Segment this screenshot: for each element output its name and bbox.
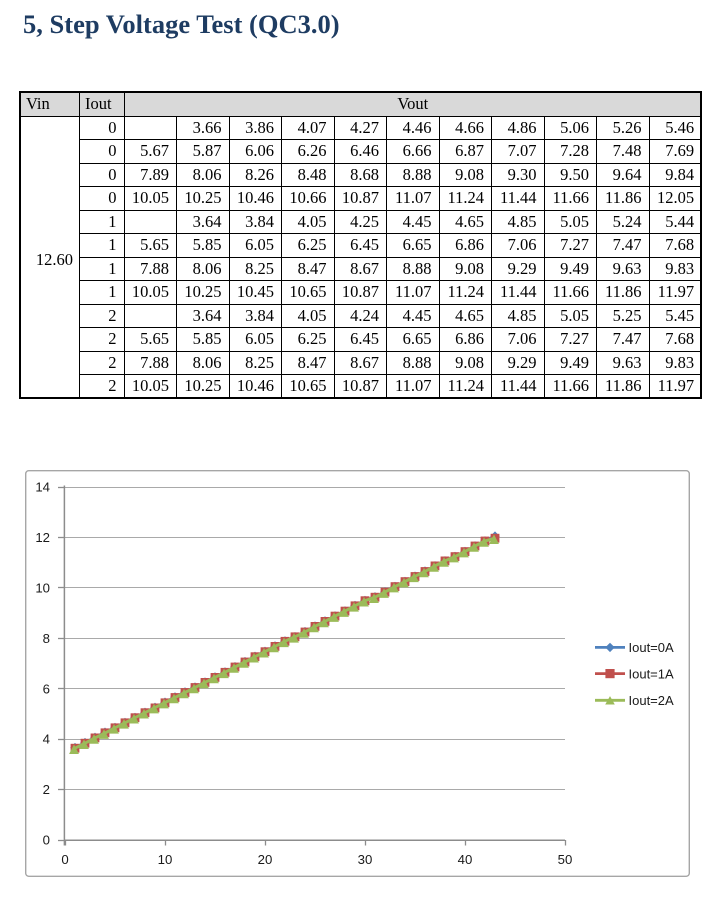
svg-text:30: 30 [358, 852, 373, 867]
svg-text:Iout=1A: Iout=1A [629, 666, 675, 681]
svg-text:12: 12 [35, 530, 50, 545]
svg-text:8: 8 [43, 631, 50, 646]
svg-text:2: 2 [43, 782, 50, 797]
svg-text:14: 14 [35, 480, 50, 495]
svg-text:40: 40 [458, 852, 473, 867]
svg-text:20: 20 [258, 852, 273, 867]
svg-text:0: 0 [43, 833, 50, 848]
svg-text:50: 50 [558, 852, 573, 867]
svg-text:6: 6 [43, 681, 50, 696]
svg-text:Iout=0A: Iout=0A [629, 640, 675, 655]
svg-text:10: 10 [158, 852, 173, 867]
svg-text:4: 4 [43, 732, 50, 747]
svg-text:10: 10 [35, 581, 50, 596]
svg-text:Iout=2A: Iout=2A [629, 693, 675, 708]
svg-text:0: 0 [61, 852, 68, 867]
